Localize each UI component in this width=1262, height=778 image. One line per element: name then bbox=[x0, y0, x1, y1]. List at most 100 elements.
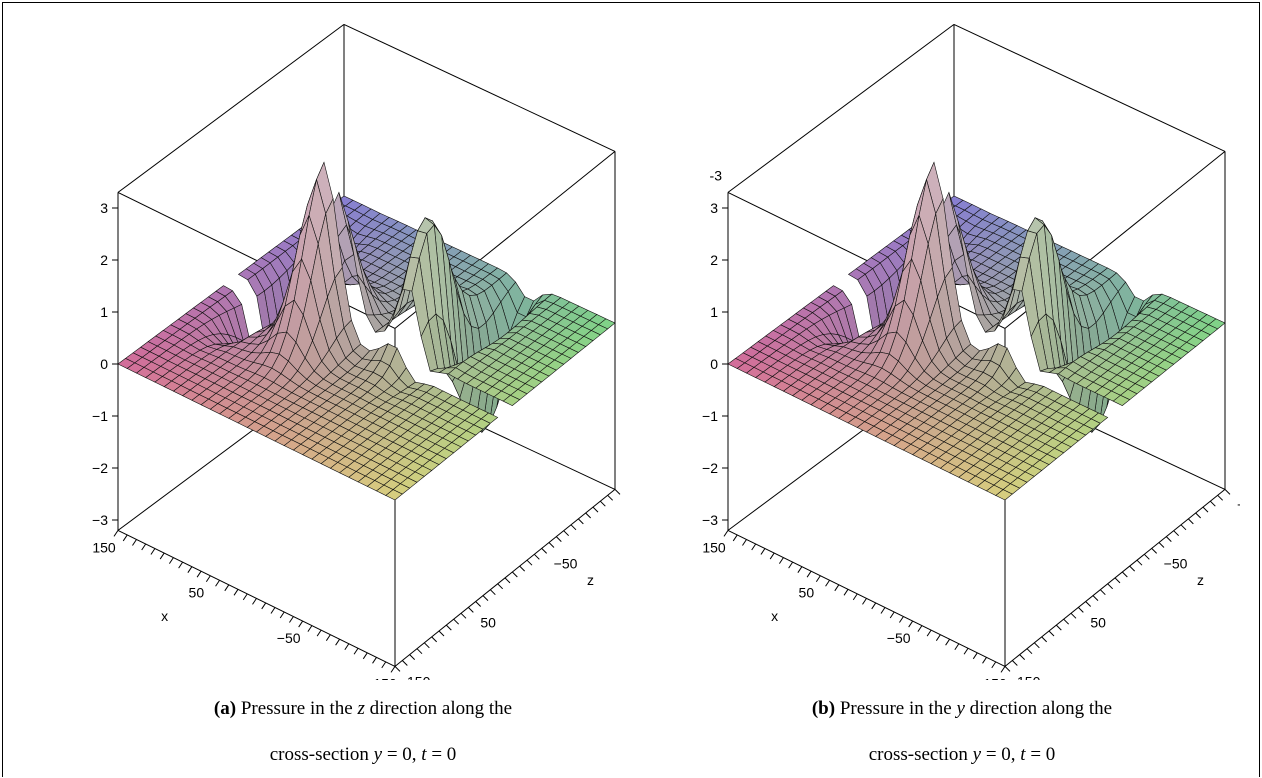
x-minor-tick bbox=[889, 611, 895, 619]
z-minor-tick bbox=[438, 630, 445, 637]
x-minor-tick bbox=[279, 611, 285, 619]
z-minor-tick bbox=[1114, 577, 1121, 584]
z-minor-tick bbox=[1055, 624, 1062, 631]
caption-b-label: (b) bbox=[811, 698, 836, 719]
z-tick-label: 150 bbox=[407, 673, 431, 680]
caption-a-tail: direction along the bbox=[369, 698, 513, 719]
x-minor-tick bbox=[880, 607, 886, 614]
z-minor-tick bbox=[1209, 500, 1216, 507]
z-minor-tick bbox=[482, 595, 489, 601]
z-minor-tick bbox=[555, 536, 562, 542]
z-minor-tick bbox=[1041, 636, 1048, 643]
x-minor-tick bbox=[1000, 666, 1006, 673]
z-minor-tick bbox=[607, 494, 614, 501]
z-minor-tick bbox=[1151, 548, 1158, 554]
z-minor-tick bbox=[409, 654, 416, 660]
caption-a-label: (a) bbox=[213, 698, 237, 719]
z-minor-tick bbox=[563, 530, 570, 537]
x-minor-tick bbox=[335, 638, 341, 646]
z-minor-tick bbox=[431, 636, 438, 643]
panel-b-plot: 3 2 1 0 −1 −2 −3 -3 150 50 −50 −150 x 150 50 −50 −150 z bbox=[640, 0, 1240, 680]
caption-a-line2: cross-section y = 0, t = 0 bbox=[103, 732, 623, 778]
x-minor-tick bbox=[908, 620, 914, 628]
vertical-tick-label: 3 bbox=[100, 200, 108, 216]
z-minor-tick bbox=[475, 601, 482, 607]
z-minor-tick bbox=[548, 542, 555, 548]
z-minor-tick bbox=[1173, 530, 1180, 537]
x-minor-tick bbox=[168, 557, 174, 564]
z-minor-tick bbox=[1085, 601, 1092, 607]
vertical-tick-label: 0 bbox=[100, 356, 108, 372]
z-minor-tick bbox=[1129, 565, 1136, 572]
x-minor-tick bbox=[843, 589, 849, 596]
x-minor-tick bbox=[132, 539, 137, 546]
z-minor-tick bbox=[1187, 518, 1194, 525]
x-axis-label: x bbox=[161, 608, 168, 624]
x-minor-tick bbox=[141, 543, 147, 551]
vertical-tick-label: 1 bbox=[710, 304, 718, 320]
z-minor-tick bbox=[1165, 536, 1172, 542]
x-tick-label: −150 bbox=[365, 675, 397, 680]
z-minor-tick bbox=[1011, 660, 1018, 666]
z-minor-tick bbox=[401, 660, 408, 666]
x-minor-tick bbox=[316, 629, 322, 637]
z-minor-tick bbox=[533, 553, 540, 560]
z-axis: 150 50 −50 z bbox=[394, 489, 621, 680]
caption-b-text: Pressure in the bbox=[839, 698, 952, 719]
x-minor-tick bbox=[390, 666, 396, 673]
z-minor-tick bbox=[1004, 666, 1011, 672]
z-minor-tick bbox=[1077, 607, 1084, 613]
surface-cell bbox=[385, 489, 403, 501]
z-minor-tick bbox=[1158, 542, 1165, 548]
vertical-tick-label: −1 bbox=[92, 408, 108, 424]
caption-a-l2-4: = 0 bbox=[426, 744, 457, 765]
x-minor-tick bbox=[926, 629, 932, 637]
x-minor-tick bbox=[982, 657, 987, 664]
surface-plot-a: 3 2 1 0 −1 −2 −3 150 50 −50 −150 x 150 50 −50 z bbox=[92, 23, 621, 680]
caption-a-l2-2: = 0, bbox=[382, 744, 422, 765]
vertical-axis: 3 2 1 0 −1 −2 −3 bbox=[702, 200, 728, 528]
x-minor-tick bbox=[788, 561, 794, 569]
z-minor-tick bbox=[1099, 589, 1106, 596]
x-axis-label: x bbox=[771, 608, 778, 624]
caption-b-l2-0: cross-section bbox=[868, 744, 973, 765]
x-tick-label: −50 bbox=[887, 630, 911, 646]
vertical-tick-label: −2 bbox=[92, 460, 108, 476]
x-minor-tick bbox=[815, 575, 821, 583]
z-minor-tick bbox=[541, 548, 548, 554]
vertical-tick-label: −3 bbox=[92, 512, 108, 528]
x-tick-label: 150 bbox=[92, 539, 116, 555]
z-minor-tick bbox=[511, 571, 518, 578]
z-minor-tick bbox=[497, 583, 504, 590]
z-tick-label: 50 bbox=[480, 614, 496, 630]
exponent-label: -3 bbox=[710, 167, 723, 183]
caption-b-l2-2: = 0, bbox=[981, 744, 1021, 765]
x-minor-tick bbox=[972, 652, 978, 660]
z-tick-label: −50 bbox=[554, 555, 578, 571]
vertical-tick-label: 3 bbox=[710, 200, 718, 216]
x-tick-label: −50 bbox=[277, 630, 301, 646]
z-minor-tick bbox=[1143, 553, 1150, 560]
x-minor-tick bbox=[834, 584, 840, 592]
surface-cell bbox=[502, 394, 521, 406]
x-minor-tick bbox=[825, 579, 830, 587]
surface-cell bbox=[1112, 394, 1131, 406]
z-minor-tick bbox=[1107, 583, 1114, 590]
z-minor-tick bbox=[453, 618, 460, 625]
x-minor-tick bbox=[205, 575, 211, 583]
z-minor-tick bbox=[592, 506, 599, 513]
x-tick-label: 50 bbox=[189, 585, 205, 601]
x-minor-tick bbox=[298, 620, 304, 628]
z-axis-label: z bbox=[587, 572, 594, 588]
vertical-tick-label: −1 bbox=[702, 408, 718, 424]
x-minor-tick bbox=[723, 530, 729, 537]
x-minor-tick bbox=[963, 647, 969, 655]
surface-plot-b: 3 2 1 0 −1 −2 −3 -3 150 50 −50 −150 x 150 50 −50 −150 z bbox=[702, 23, 1240, 680]
x-minor-tick bbox=[954, 643, 960, 651]
z-minor-tick bbox=[1121, 571, 1128, 578]
vertical-tick-label: 1 bbox=[100, 304, 108, 320]
x-minor-tick bbox=[991, 661, 997, 669]
x-minor-tick bbox=[325, 634, 331, 641]
vertical-tick-label: 0 bbox=[710, 356, 718, 372]
